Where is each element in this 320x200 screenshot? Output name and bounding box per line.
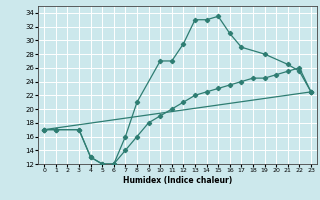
X-axis label: Humidex (Indice chaleur): Humidex (Indice chaleur) <box>123 176 232 185</box>
